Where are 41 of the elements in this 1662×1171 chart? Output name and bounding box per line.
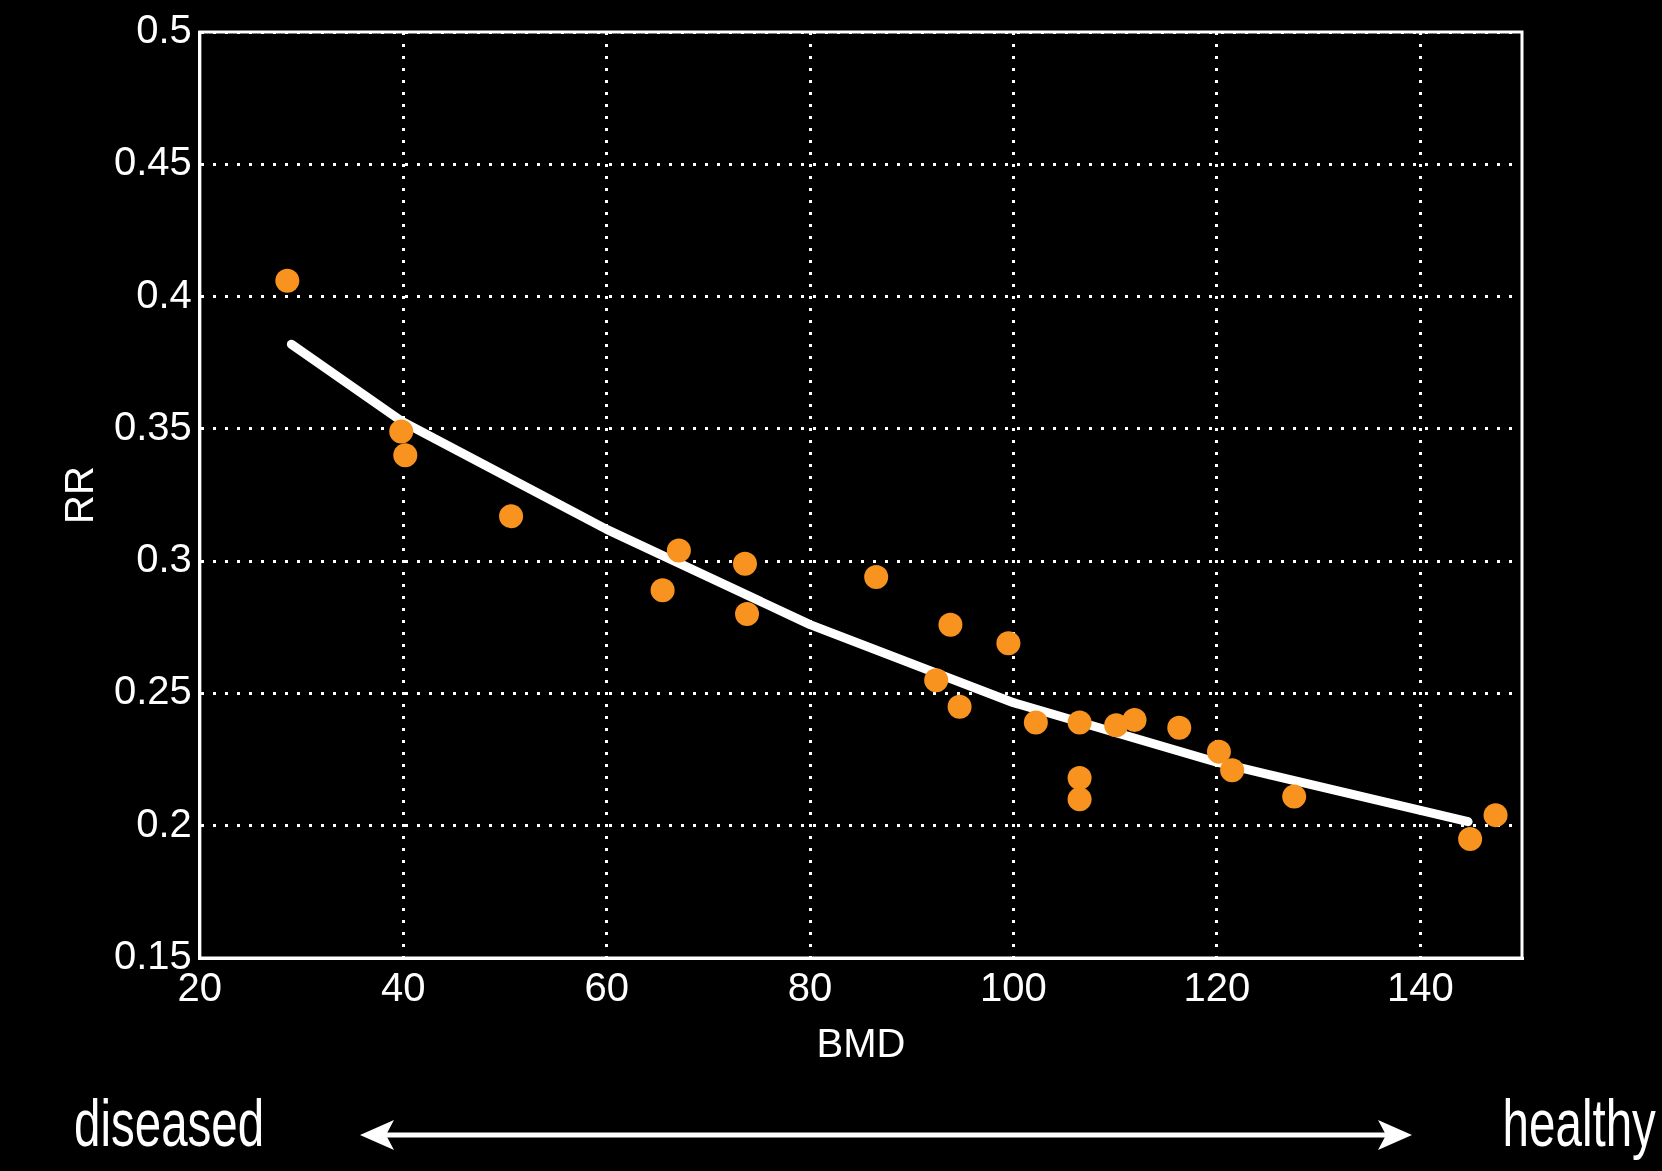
point: [1282, 784, 1307, 809]
point: [1458, 826, 1483, 851]
y-axis-title: RR: [57, 466, 102, 524]
point: [1067, 766, 1092, 791]
y-tick-label: 0.3: [136, 536, 192, 581]
text: healthy: [1502, 1085, 1656, 1161]
point: [1206, 739, 1231, 764]
y-tick-label: 0.25: [113, 668, 192, 713]
point: [938, 612, 963, 637]
point: [732, 551, 757, 576]
x-tick-label: 100: [980, 965, 1047, 1010]
point: [947, 694, 972, 719]
x-axis-title: BMD: [816, 1021, 906, 1066]
point: [924, 668, 949, 693]
point: [389, 419, 414, 444]
point: [1122, 707, 1147, 732]
point: [1483, 803, 1508, 828]
x-tick-label: 40: [381, 965, 426, 1010]
y-tick-label: 0.2: [136, 800, 192, 845]
point: [1220, 758, 1245, 783]
y-tick-label: 0.45: [113, 139, 192, 184]
point: [1167, 715, 1192, 740]
point: [1067, 787, 1092, 812]
y-tick-label: 0.4: [136, 271, 192, 316]
x-tick-label: 60: [584, 965, 629, 1010]
point: [1023, 710, 1048, 735]
point: [996, 631, 1021, 656]
point: [1067, 710, 1092, 735]
point: [666, 538, 691, 563]
point: [864, 565, 889, 590]
x-tick-label: 120: [1183, 965, 1251, 1010]
y-tick-label: 0.35: [113, 403, 192, 448]
point: [393, 443, 418, 468]
text: diseased: [74, 1085, 265, 1161]
y-tick-label: 0.5: [136, 7, 192, 52]
x-tick-label: 80: [787, 965, 833, 1010]
point: [275, 268, 300, 293]
point: [499, 504, 524, 529]
point: [735, 602, 760, 627]
point: [650, 578, 675, 603]
x-tick-label: 140: [1386, 965, 1454, 1010]
